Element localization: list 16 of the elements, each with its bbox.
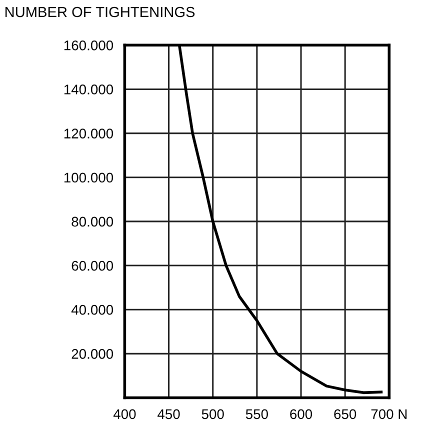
x-tick-label: 500 (202, 409, 224, 420)
y-tick-label: 60.000 (72, 260, 114, 271)
y-tick-label: 80.000 (72, 216, 114, 227)
x-tick-label: 550 (246, 409, 268, 420)
y-tick-label: 100.000 (64, 172, 114, 183)
y-tick-label: 140.000 (64, 84, 114, 94)
x-tick-label: 600 (290, 409, 312, 420)
y-tick-label: 120.000 (64, 128, 114, 138)
x-tick-label: 700 N (371, 409, 407, 420)
x-tick-label: 450 (158, 409, 180, 420)
x-tick-label: 650 (334, 409, 356, 420)
chart-title: NUMBER OF TIGHTENINGS (5, 6, 195, 18)
y-tick-label: 20.000 (72, 349, 114, 359)
y-tick-label: 40.000 (71, 304, 114, 315)
x-tick-label: 400 (113, 409, 136, 420)
y-tick-label: 160.000 (64, 40, 114, 50)
